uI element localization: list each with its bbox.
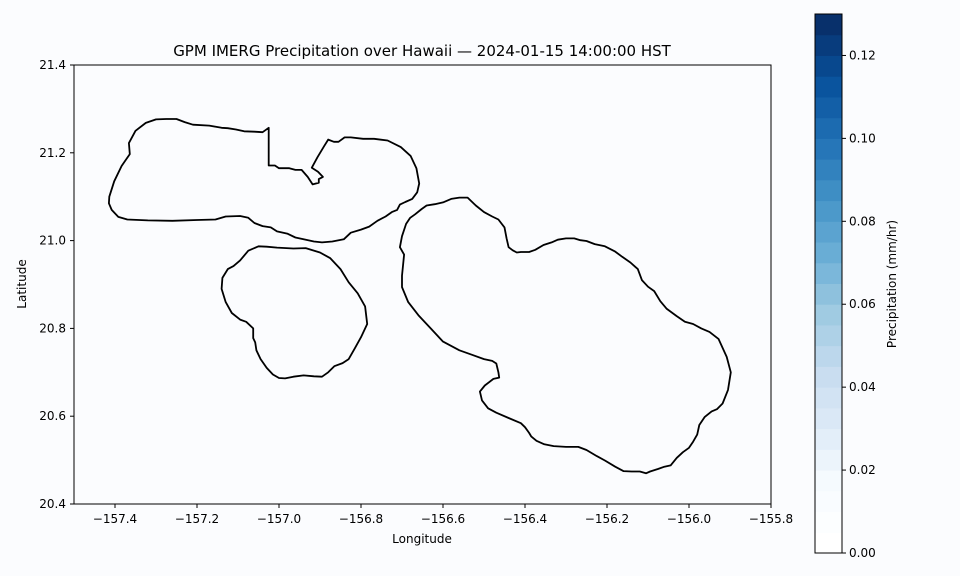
x-tick-label: −157.2 bbox=[175, 512, 219, 526]
colorbar-level bbox=[815, 76, 842, 98]
colorbar-tick-label: 0.12 bbox=[849, 48, 876, 62]
y-tick-label: 21.0 bbox=[39, 234, 66, 248]
x-axis: −157.4 −157.2 −157.0 −156.8 −156.6 −156.4 −156… bbox=[93, 504, 793, 526]
x-tick-label: −157.4 bbox=[93, 512, 137, 526]
colorbar-label: Precipitation (mm/hr) bbox=[885, 220, 899, 348]
x-tick-label: −156.4 bbox=[503, 512, 547, 526]
y-tick-label: 20.4 bbox=[39, 497, 66, 511]
colorbar-level bbox=[815, 221, 842, 243]
x-tick-label: −156.6 bbox=[421, 512, 465, 526]
colorbar-level bbox=[815, 34, 842, 56]
colorbar-tick-label: 0.02 bbox=[849, 463, 876, 477]
y-tick-label: 21.4 bbox=[39, 58, 66, 72]
colorbar: 0.00 0.02 0.04 0.06 0.08 0.10 0.12 bbox=[814, 13, 876, 560]
x-tick-label: −155.8 bbox=[749, 512, 793, 526]
colorbar-level bbox=[815, 387, 842, 409]
colorbar-level bbox=[815, 159, 842, 181]
chart-title: GPM IMERG Precipitation over Hawaii — 20… bbox=[173, 42, 671, 60]
colorbar-level bbox=[815, 179, 842, 202]
coastline-molokai bbox=[108, 118, 421, 244]
colorbar-tick-label: 0.10 bbox=[849, 131, 876, 145]
colorbar-tick-label: 0.00 bbox=[849, 546, 876, 560]
colorbar-level bbox=[815, 262, 842, 284]
colorbar-frame bbox=[814, 13, 843, 554]
coastline-kahoolawe-west-maui bbox=[220, 245, 369, 380]
colorbar-level bbox=[815, 324, 842, 347]
colorbar-level bbox=[815, 511, 842, 533]
colorbar-level bbox=[815, 138, 842, 160]
colorbar-level bbox=[815, 283, 842, 305]
x-tick-label: −156.8 bbox=[339, 512, 383, 526]
y-axis: 20.4 20.6 20.8 21.0 21.2 21.4 bbox=[39, 58, 74, 511]
colorbar-tick-label: 0.04 bbox=[849, 380, 876, 394]
y-tick-label: 20.6 bbox=[39, 409, 66, 423]
colorbar-level bbox=[815, 428, 842, 450]
colorbar-level bbox=[815, 532, 842, 554]
colorbar-level bbox=[815, 242, 842, 264]
x-tick-label: −156.2 bbox=[585, 512, 629, 526]
colorbar-level bbox=[815, 96, 842, 119]
colorbar-level bbox=[815, 490, 842, 513]
y-tick-label: 21.2 bbox=[39, 146, 66, 160]
colorbar-level bbox=[815, 304, 842, 326]
colorbar-tick-label: 0.06 bbox=[849, 297, 876, 311]
y-axis-label: Latitude bbox=[15, 259, 29, 308]
x-tick-label: −157.0 bbox=[257, 512, 301, 526]
colorbar-tick-label: 0.08 bbox=[849, 214, 876, 228]
colorbar-level bbox=[815, 14, 842, 36]
colorbar-level bbox=[815, 117, 842, 139]
x-tick-label: −156.0 bbox=[667, 512, 711, 526]
colorbar-level bbox=[815, 449, 842, 471]
coastlines-layer bbox=[108, 118, 732, 475]
plot-area bbox=[73, 64, 772, 505]
x-axis-label: Longitude bbox=[392, 532, 452, 546]
y-tick-label: 20.8 bbox=[39, 321, 66, 335]
colorbar-level bbox=[815, 200, 842, 222]
colorbar-level bbox=[815, 366, 842, 388]
colorbar-level bbox=[815, 345, 842, 367]
colorbar-level bbox=[815, 470, 842, 492]
colorbar-level bbox=[815, 55, 842, 77]
colorbar-level bbox=[815, 407, 842, 430]
coastline-maui-haleakala bbox=[399, 196, 732, 475]
